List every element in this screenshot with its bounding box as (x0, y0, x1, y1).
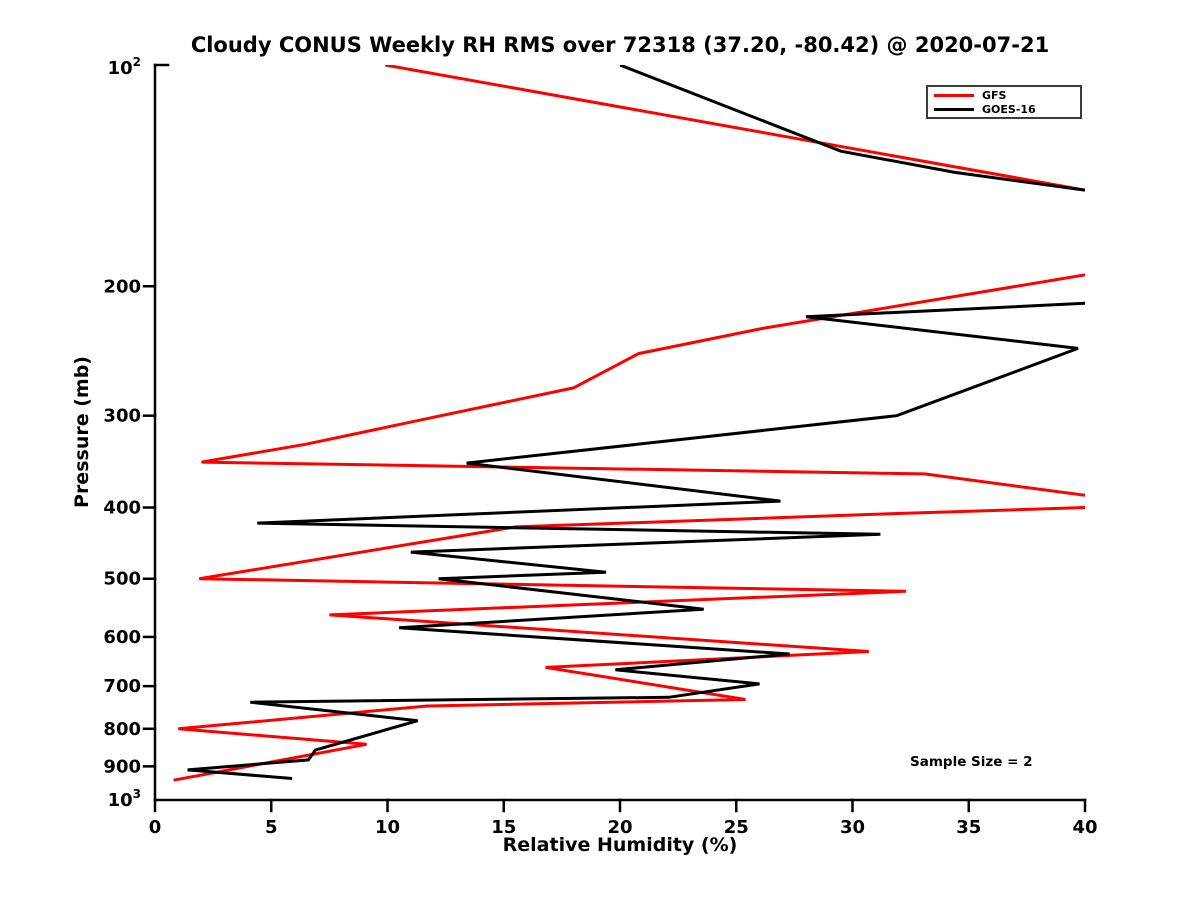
series-line-gfs (201, 273, 1085, 497)
x-tick-label: 30 (840, 817, 865, 838)
y-tick-label: 103 (108, 787, 141, 811)
legend-entry-goes-16: GOES-16 (934, 103, 1074, 115)
x-tick-label: 35 (956, 817, 981, 838)
y-tick-label: 900 (103, 756, 141, 777)
x-tick-label: 15 (491, 817, 516, 838)
series-line-goes-16 (187, 301, 1085, 780)
legend-entry-gfs: GFS (934, 89, 1074, 101)
series-line-gfs (384, 65, 1085, 192)
y-tick-label: 200 (103, 276, 141, 297)
legend-line-swatch (934, 107, 974, 111)
series-line-goes-16 (619, 65, 1085, 192)
x-axis-label: Relative Humidity (%) (502, 834, 738, 856)
y-tick-label: 800 (103, 719, 141, 740)
y-tick-label: 400 (103, 498, 141, 519)
x-tick-label: 25 (724, 817, 749, 838)
x-tick-label: 20 (607, 817, 632, 838)
y-tick-label: 102 (108, 55, 141, 79)
sample-size-annotation: Sample Size = 2 (910, 754, 1033, 770)
legend-label: GOES-16 (982, 102, 1036, 116)
x-tick-label: 10 (375, 817, 400, 838)
x-tick-label: 0 (149, 817, 162, 838)
x-tick-label: 40 (1072, 817, 1097, 838)
y-tick-label: 500 (103, 569, 141, 590)
chart-title: Cloudy CONUS Weekly RH RMS over 72318 (3… (190, 33, 1050, 57)
y-tick-label: 300 (103, 406, 141, 427)
legend: GFS GOES-16 (926, 85, 1082, 119)
y-tick-label: 600 (103, 627, 141, 648)
legend-line-swatch (934, 93, 974, 97)
x-tick-label: 5 (265, 817, 278, 838)
series-group (173, 65, 1085, 782)
legend-label: GFS (982, 88, 1007, 102)
y-axis-label: Pressure (mb) (71, 356, 93, 508)
y-tick-label: 700 (103, 676, 141, 697)
